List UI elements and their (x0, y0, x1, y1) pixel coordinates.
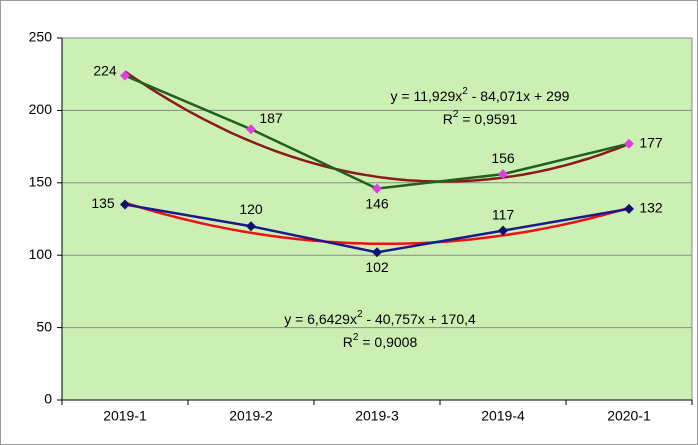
y-tick-label: 150 (29, 174, 53, 190)
marker (624, 138, 634, 149)
label-part: R (343, 334, 353, 350)
label-part: R (443, 111, 453, 127)
data-label: 146 (365, 195, 389, 211)
y-tick-label: 250 (29, 29, 53, 45)
superscript: 2 (453, 109, 459, 120)
marker (498, 169, 508, 180)
trendline-label: R2 = 0,9008 (343, 332, 418, 350)
data-label: 177 (639, 134, 663, 150)
label-part: = 0,9591 (458, 111, 517, 127)
x-tick-label: 2020-1 (607, 408, 651, 424)
data-label: 156 (491, 150, 515, 166)
x-tick-label: 2019-4 (481, 408, 525, 424)
y-tick-label: 200 (29, 101, 53, 117)
trendline (124, 70, 630, 183)
marker (624, 203, 634, 214)
marker (372, 247, 382, 258)
x-tick-label: 2019-2 (229, 408, 273, 424)
data-label: 132 (639, 200, 663, 216)
marker (498, 225, 508, 236)
superscript: 2 (462, 86, 468, 97)
y-tick-label: 100 (29, 246, 53, 262)
data-label: 120 (239, 201, 263, 217)
marker (246, 221, 256, 232)
label-part: y = 6,6429x (284, 311, 357, 327)
data-label: 187 (259, 110, 283, 126)
data-label: 135 (91, 195, 115, 211)
marker (120, 70, 130, 81)
trendline-label: y = 6,6429x2 - 40,757x + 170,4 (284, 309, 476, 327)
trendline-label: y = 11,929x2 - 84,071x + 299 (391, 86, 570, 104)
label-part: y = 11,929x (391, 88, 463, 104)
superscript: 2 (353, 332, 359, 343)
marker (120, 199, 130, 210)
y-tick-label: 0 (44, 391, 52, 407)
y-tick-label: 50 (36, 318, 52, 334)
marker (372, 183, 382, 194)
superscript: 2 (357, 309, 363, 320)
label-part: - 40,757x + 170,4 (363, 311, 476, 327)
trendline (124, 201, 630, 246)
x-tick-label: 2019-3 (355, 408, 399, 424)
label-part: = 0,9008 (358, 334, 417, 350)
marker (246, 124, 256, 135)
label-part: - 84,071x + 299 (468, 88, 570, 104)
trendline-label: R2 = 0,9591 (443, 109, 518, 127)
data-label: 117 (492, 206, 515, 222)
data-label: 224 (93, 62, 117, 78)
data-label: 102 (365, 259, 389, 275)
x-tick-label: 2019-1 (103, 408, 147, 424)
